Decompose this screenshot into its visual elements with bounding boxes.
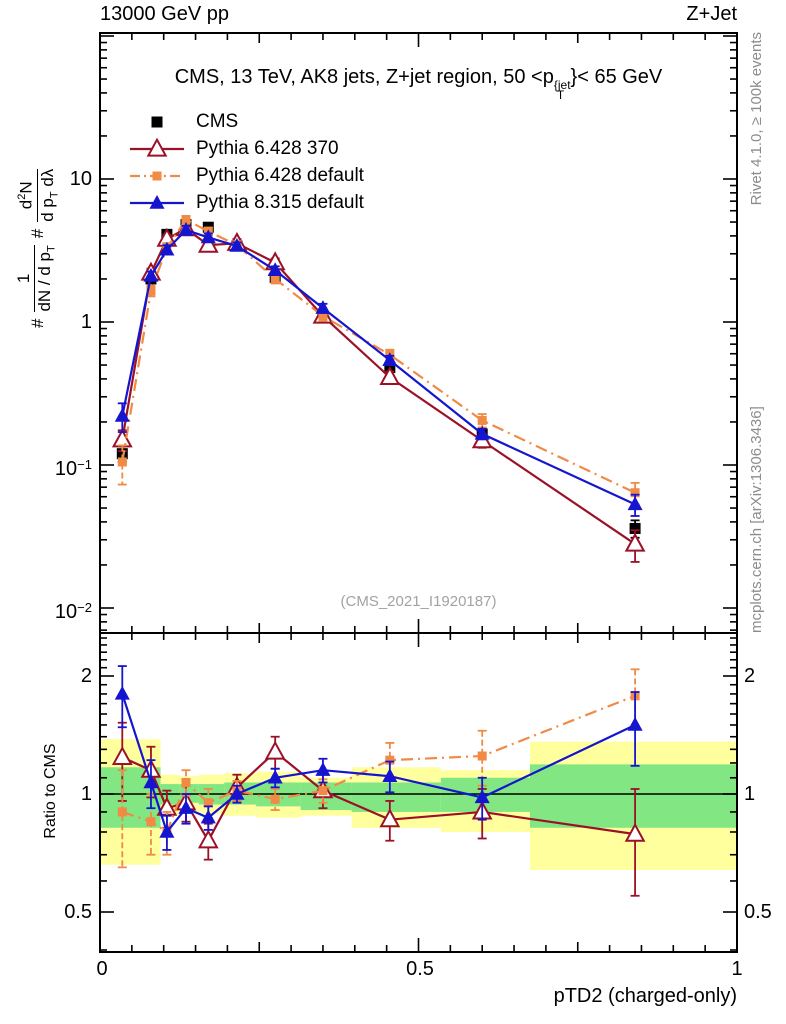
blue-triangle-marker-icon (128, 192, 186, 214)
num-text: d (16, 199, 36, 210)
fraction-1-over-dndpt: 1 dN / d pT (14, 245, 61, 312)
analysis-id-watermark: (CMS_2021_I1920187) (340, 593, 497, 610)
frac-numerator: d2N (12, 168, 38, 222)
ytick-1e-2: 10−2 (0, 597, 92, 623)
ytick-exp: −1 (77, 457, 92, 472)
num-sup: 2 (16, 193, 28, 200)
legend-item-pythia6-default: Pythia 6.428 default (128, 164, 364, 188)
ytick-1: 1 (80, 311, 92, 333)
ytick-base: 10 (54, 458, 78, 480)
den-text: dλ (37, 168, 57, 192)
fraction-d2n: d2N d pT dλ (12, 168, 64, 222)
mcplots-reference-label: mcplots.cern.ch [arXiv:1306.3436] (748, 406, 765, 633)
den-text: d p (37, 198, 57, 222)
beam-energy-label: 13000 GeV pp (100, 3, 229, 25)
y-axis-title-main: # 1 dN / d pT # d2N d pT dλ (12, 28, 64, 328)
ytick-1e-1: 10−1 (0, 454, 92, 480)
ratio-tick-1-right: 1 (744, 783, 756, 805)
frac-denominator: d pT dλ (38, 169, 64, 222)
legend-label: Pythia 6.428 370 (196, 138, 339, 159)
orange-square-marker-icon (128, 165, 186, 187)
hash-symbol: # (28, 228, 48, 239)
plot-title: CMS, 13 TeV, AK8 jets, Z+jet region, 50 … (100, 66, 737, 102)
xtick-1: 1 (731, 958, 743, 980)
num-text: N (16, 181, 36, 194)
open-triangle-marker-icon (128, 137, 186, 160)
ytick-exp: −2 (77, 600, 92, 615)
den-sub: T (45, 245, 58, 252)
rivet-version-label: Rivet 4.1.0, ≥ 100k events (748, 32, 765, 206)
frac-numerator: 1 (14, 245, 36, 312)
xtick-05: 0.5 (406, 958, 434, 980)
den-text: dN / d p (35, 251, 55, 312)
cms-marker-icon (128, 111, 186, 133)
legend-item-cms: CMS (128, 110, 238, 134)
ratio-tick-2-right: 2 (744, 665, 756, 687)
legend-item-pythia6-370: Pythia 6.428 370 (128, 137, 339, 161)
ratio-tick-05-right: 0.5 (744, 901, 772, 923)
legend-label: Pythia 8.315 default (196, 192, 364, 213)
plot-title-sub: T (556, 88, 565, 102)
plot-title-sup: {jet (553, 78, 571, 92)
pt-jet-supsub: {jet T (553, 78, 571, 102)
ytick-base: 10 (54, 601, 78, 623)
legend-item-pythia8-default: Pythia 8.315 default (128, 191, 364, 215)
hash-symbol: # (28, 318, 48, 328)
xtick-0: 0 (96, 958, 108, 980)
ratio-tick-05-left: 0.5 (64, 901, 92, 923)
ytick-10: 10 (69, 168, 92, 190)
legend-label: Pythia 6.428 default (196, 165, 364, 186)
y-axis-title-ratio: Ratio to CMS (42, 743, 59, 839)
process-label: Z+Jet (686, 3, 737, 25)
frac-denominator: dN / d pT (35, 245, 61, 311)
plot-title-pre: CMS, 13 TeV, AK8 jets, Z+jet region, 50 … (174, 66, 554, 88)
x-axis-title: pTD2 (charged-only) (553, 985, 737, 1007)
ratio-tick-1-left: 1 (80, 783, 92, 805)
ratio-tick-2-left: 2 (80, 665, 92, 687)
den-sub: T (48, 191, 61, 199)
plot-title-post: }< 65 GeV (570, 66, 663, 88)
legend-label: CMS (196, 111, 239, 132)
